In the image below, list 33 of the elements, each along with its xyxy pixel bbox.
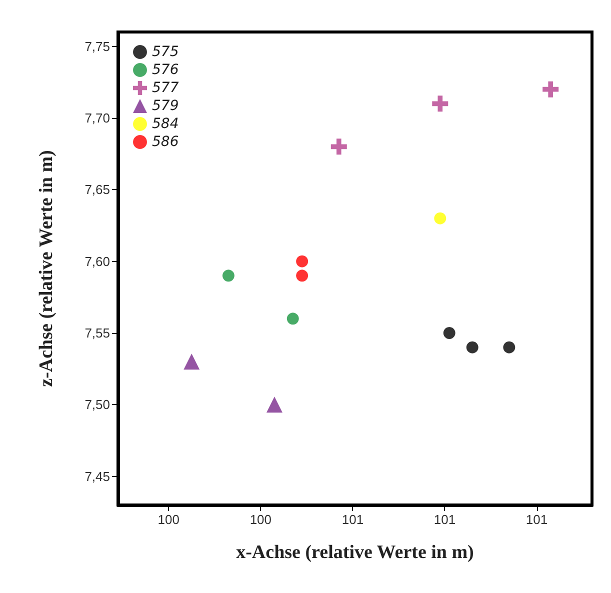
x-tick-label: 101: [434, 512, 456, 527]
y-tick-label: 7,50: [84, 397, 110, 412]
point: [443, 327, 456, 339]
x-tick-label: 100: [158, 512, 180, 527]
legend-label: 575: [152, 44, 179, 60]
point: [330, 138, 347, 155]
point: [222, 270, 234, 282]
legend-label: 577: [152, 80, 179, 96]
x-tick-label: 100: [250, 512, 272, 527]
y-tick-label: 7,45: [84, 468, 110, 484]
point: [434, 212, 446, 224]
y-tick-label: 7,65: [84, 182, 110, 198]
legend-label: 579: [152, 98, 179, 114]
point: [466, 341, 478, 354]
point: [503, 341, 516, 354]
point: [266, 396, 282, 413]
point: [286, 312, 299, 325]
x-tick-label: 101: [342, 512, 364, 527]
y-tick-label: 7,75: [84, 38, 110, 54]
legend-label: 576: [152, 62, 179, 78]
point: [432, 96, 448, 112]
x-tick-label: 101: [526, 512, 548, 527]
point: [184, 354, 200, 370]
legend-label: 586: [152, 134, 179, 150]
y-tick-label: 7,70: [84, 110, 110, 126]
x-axis-title: x-Achse (relative Werte in m): [236, 542, 474, 563]
y-tick-label: 7,55: [84, 326, 110, 340]
legend-label: 584: [152, 116, 179, 132]
y-tick-label: 7,60: [84, 254, 110, 269]
point: [296, 255, 308, 268]
point: [296, 270, 308, 282]
point: [542, 81, 559, 98]
y-axis-title: z-Achse (relative Werte in m): [36, 150, 57, 387]
